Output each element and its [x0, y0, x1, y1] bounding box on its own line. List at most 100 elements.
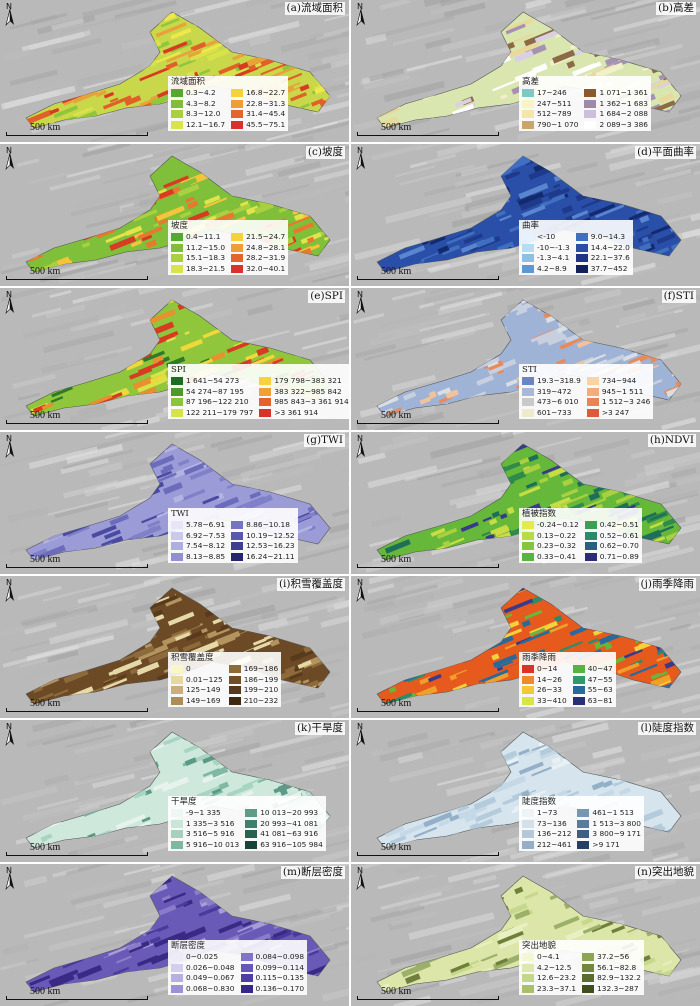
legend-swatch [171, 809, 183, 818]
legend-label: 10 013~20 993 [260, 808, 319, 817]
legend-label: 0.33~0.41 [537, 551, 577, 561]
scale-bar-line [6, 564, 148, 568]
legend-swatch [582, 974, 595, 983]
north-label: N [357, 434, 363, 443]
legend-swatch [522, 89, 534, 98]
panel-title: (h)NDVI [647, 434, 696, 447]
scale-bar: 500 km [6, 266, 148, 280]
legend-swatch [586, 398, 599, 407]
legend-swatch [577, 841, 590, 850]
map-panel-e: N (e)SPI 500 km SPI 1 641~54 273 54 274~8… [0, 288, 349, 430]
scale-label: 500 km [381, 410, 412, 421]
legend-swatch [171, 121, 183, 130]
legend-item: 122 211~179 797 [171, 408, 253, 419]
legend-label: 22.8~31.3 [246, 98, 286, 108]
legend-label: 136~212 [537, 829, 572, 839]
legend-item: 945~1 511 [586, 386, 651, 398]
map-panel-g: N (g)TWI 500 km TWI 5.78~6.91 6.92~7.53 7.… [0, 432, 349, 574]
legend-item: 20 993~41 081 [245, 819, 323, 830]
legend-label: 8.13~8.85 [186, 551, 226, 561]
legend-item: 0.4~11.1 [171, 232, 225, 243]
scale-label: 500 km [30, 986, 61, 997]
legend-label: 9.0~14.3 [590, 232, 626, 241]
panel-title: (j)雨季降雨 [638, 578, 696, 591]
legend-swatch [245, 841, 258, 850]
legend-item: 0.13~0.22 [522, 531, 579, 542]
legend-swatch [584, 121, 597, 130]
legend-label: 31.4~45.4 [246, 109, 286, 119]
legend-swatch [522, 121, 534, 130]
legend-label: 122 211~179 797 [186, 407, 254, 417]
legend-item: 17~246 [522, 88, 578, 99]
legend-title: 高差 [522, 77, 540, 87]
legend-item: 0.33~0.41 [522, 552, 579, 563]
legend-label: 0.42~0.51 [599, 520, 639, 529]
scale-bar: 500 km [357, 266, 499, 280]
north-label: N [357, 866, 363, 875]
legend-swatch [522, 985, 534, 994]
legend-title: 突出地貌 [522, 941, 557, 951]
legend-label: 0 [186, 664, 191, 673]
panel-title: (f)STI [661, 290, 696, 303]
legend-item: 12.53~16.23 [231, 541, 295, 552]
legend-label: 0.01~125 [186, 674, 223, 684]
legend-label: 16.8~22.7 [246, 88, 286, 97]
legend-item: 16.24~21.11 [231, 552, 295, 563]
legend-item: 82.9~132.2 [582, 973, 641, 984]
map-legend: 坡度 0.4~11.1 11.2~15.0 15.1~18.3 18.3~21.5 2… [168, 220, 289, 276]
legend-item: 186~199 [228, 674, 279, 686]
scale-bar-line [357, 276, 499, 280]
legend-label: 0~0.025 [186, 952, 219, 961]
panel-title: (m)断层密度 [280, 866, 345, 879]
legend-label: 12.6~23.2 [537, 973, 577, 983]
legend-swatch [171, 233, 183, 242]
legend-label: 63~81 [587, 695, 613, 705]
legend-item: 0.115~0.135 [240, 973, 304, 984]
legend-label: 985 843~3 361 914 [274, 397, 349, 407]
legend-item: 1 362~1 683 [584, 99, 648, 110]
map-legend: 干旱度 -9~1 335 1 335~3 516 3 516~5 916 5 916~… [168, 796, 326, 852]
legend-label: 20 993~41 081 [260, 818, 319, 828]
north-arrow-icon: N [4, 578, 16, 602]
legend-label: 186~199 [243, 674, 279, 684]
legend-swatch [522, 819, 534, 828]
legend-swatch [522, 665, 534, 674]
scale-bar: 500 km [357, 986, 499, 1000]
legend-swatch [231, 243, 244, 252]
legend-item: 24.8~28.1 [231, 243, 285, 254]
legend-label: >3 361 914 [274, 407, 319, 417]
legend-col-left: 5.78~6.91 6.92~7.53 7.54~8.12 8.13~8.85 [171, 520, 225, 562]
legend-swatch [171, 553, 183, 562]
legend-label: 82.9~132.2 [597, 973, 641, 983]
legend-swatch [572, 686, 585, 695]
scale-label: 500 km [381, 266, 412, 277]
legend-label: 1 641~54 273 [186, 376, 240, 385]
legend-item: 22.8~31.3 [231, 99, 285, 110]
legend-swatch [582, 963, 595, 972]
panel-title: (g)TWI [304, 434, 345, 447]
legend-swatch [171, 89, 183, 98]
legend-label: -9~1 335 [186, 808, 221, 817]
legend-item: 0.52~0.61 [584, 531, 639, 542]
legend-col-left: 17~246 247~511 512~789 790~1 070 [522, 88, 578, 130]
legend-item: 0.01~125 [171, 675, 223, 686]
legend-swatch [575, 233, 588, 242]
panel-title: (n)突出地貌 [635, 866, 696, 879]
north-arrow-icon: N [4, 434, 16, 458]
legend-title: 陡度指数 [522, 797, 557, 807]
legend-label: -0.24~0.12 [537, 520, 579, 529]
legend-label: 179 798~383 321 [274, 376, 342, 385]
legend-label: 945~1 511 [601, 386, 644, 396]
legend-swatch [522, 531, 534, 540]
legend-title: 断层密度 [171, 941, 206, 951]
legend-item: 8.86~10.18 [231, 520, 295, 531]
legend-item: 2 089~3 386 [584, 120, 648, 131]
scale-label: 500 km [30, 842, 61, 853]
legend-item: 461~1 513 [577, 808, 641, 819]
legend-col-right: 21.5~24.7 24.8~28.1 28.2~31.9 32.0~40.1 [231, 232, 285, 274]
legend-swatch [522, 963, 534, 972]
legend-label: 4.2~12.5 [537, 962, 572, 972]
legend-swatch [586, 387, 599, 396]
legend-item: -1.3~4.1 [522, 253, 570, 264]
north-label: N [6, 866, 12, 875]
